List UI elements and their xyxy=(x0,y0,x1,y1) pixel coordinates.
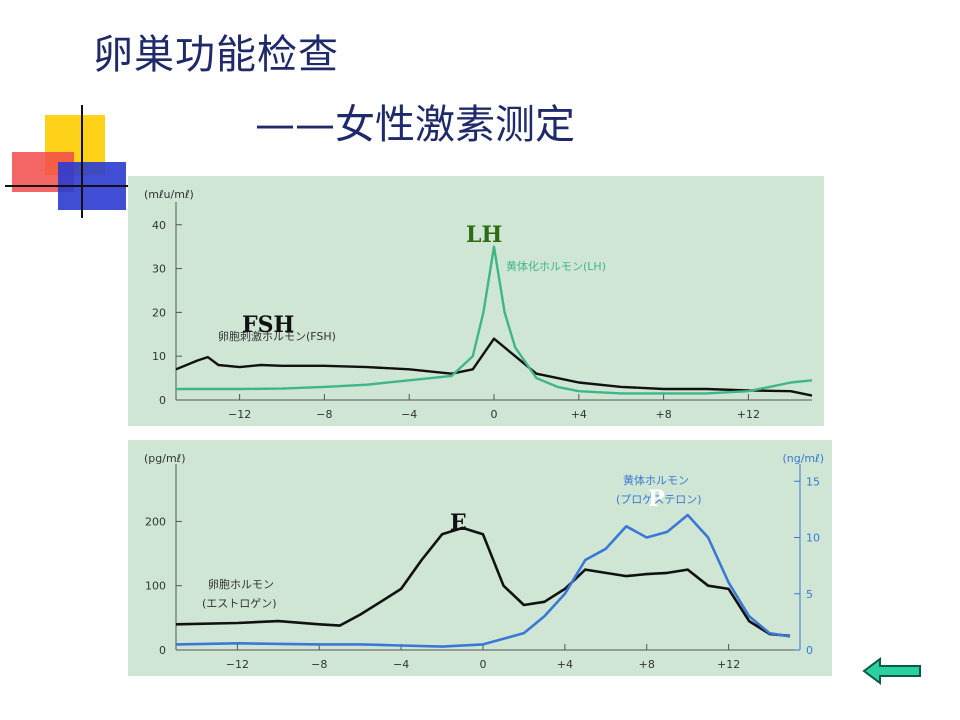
x-tick-label: +12 xyxy=(717,658,740,671)
y-unit-right-label: (ng/mℓ) xyxy=(782,452,824,465)
y-tick-right-label: 0 xyxy=(806,644,813,657)
x-tick-label: −8 xyxy=(316,408,332,421)
y-tick-label: 0 xyxy=(159,394,166,407)
y-tick-label: 10 xyxy=(152,350,166,363)
y-tick-label: 20 xyxy=(152,306,166,319)
y-tick-right-label: 5 xyxy=(806,588,813,601)
lh-series-label: 黄体化ホルモン(LH) xyxy=(506,259,606,273)
series-line-e xyxy=(175,526,791,638)
x-tick-label: −12 xyxy=(226,658,249,671)
p-series-label-line1: 黄体ホルモン xyxy=(623,473,689,487)
series-line-lh xyxy=(176,245,813,395)
lh-tag: LH xyxy=(466,222,502,248)
x-tick-label: −4 xyxy=(401,408,417,421)
x-tick-label: +8 xyxy=(639,658,655,671)
e-tag: E xyxy=(450,510,467,536)
p-series-label-line2: (プロゲステロン) xyxy=(616,493,702,506)
y-tick-right-label: 10 xyxy=(806,532,820,545)
chart-estrogen-progesterone-svg: (pg/mℓ) (ng/mℓ) 0 100 200 0 5 10 15 −12 −8 −4 0 +4 +8 +… xyxy=(128,440,832,676)
p-tag: P xyxy=(648,486,665,512)
chart-estrogen-progesterone: (pg/mℓ) (ng/mℓ) 0 100 200 0 5 10 15 −12 −8 −4 0 +4 +8 +… xyxy=(128,440,832,676)
e-series-label-line2: (エストロゲン) xyxy=(202,597,277,610)
slide-title-line1: 卵巣功能检查 xyxy=(93,32,339,78)
back-arrow-icon[interactable] xyxy=(860,655,924,687)
y-tick-right-label: 15 xyxy=(806,475,820,488)
x-tick-label: −12 xyxy=(228,408,251,421)
x-tick-label: +12 xyxy=(737,408,760,421)
decorative-squares-logo xyxy=(5,105,138,218)
panel-background xyxy=(128,176,824,426)
fsh-tag: FSH xyxy=(242,312,294,338)
x-tick-label: +4 xyxy=(571,408,587,421)
x-tick-label: +4 xyxy=(557,658,573,671)
x-tick-label: +8 xyxy=(655,408,671,421)
e-series-label-line1: 卵胞ホルモン xyxy=(208,578,274,591)
y-tick-label: 30 xyxy=(152,263,166,276)
x-tick-label: −4 xyxy=(393,658,409,671)
chart-fsh-lh: (mℓu/mℓ) 0 10 20 30 40 −12 −8 −4 0 +4 +8 +12 卵胞刺激ホルモン… xyxy=(128,176,824,426)
x-tick-label: 0 xyxy=(491,408,498,421)
series-line-fsh xyxy=(175,337,813,397)
x-tick-label: 0 xyxy=(480,658,487,671)
y-tick-label: 40 xyxy=(152,219,166,232)
y-unit-label: (mℓu/mℓ) xyxy=(144,188,194,201)
y-tick-left-label: 0 xyxy=(159,644,166,657)
chart-fsh-lh-svg: (mℓu/mℓ) 0 10 20 30 40 −12 −8 −4 0 +4 +8 +12 卵胞刺激ホルモン… xyxy=(128,176,824,426)
y-tick-left-label: 200 xyxy=(145,515,166,528)
y-unit-left-label: (pg/mℓ) xyxy=(144,452,186,465)
x-tick-label: −8 xyxy=(311,658,327,671)
slide-title-line2: ——女性激素测定 xyxy=(255,102,575,148)
y-tick-left-label: 100 xyxy=(145,580,166,593)
panel-background xyxy=(128,440,832,676)
fsh-series-label: 卵胞刺激ホルモン(FSH) xyxy=(218,329,336,343)
series-line-p xyxy=(175,513,791,648)
